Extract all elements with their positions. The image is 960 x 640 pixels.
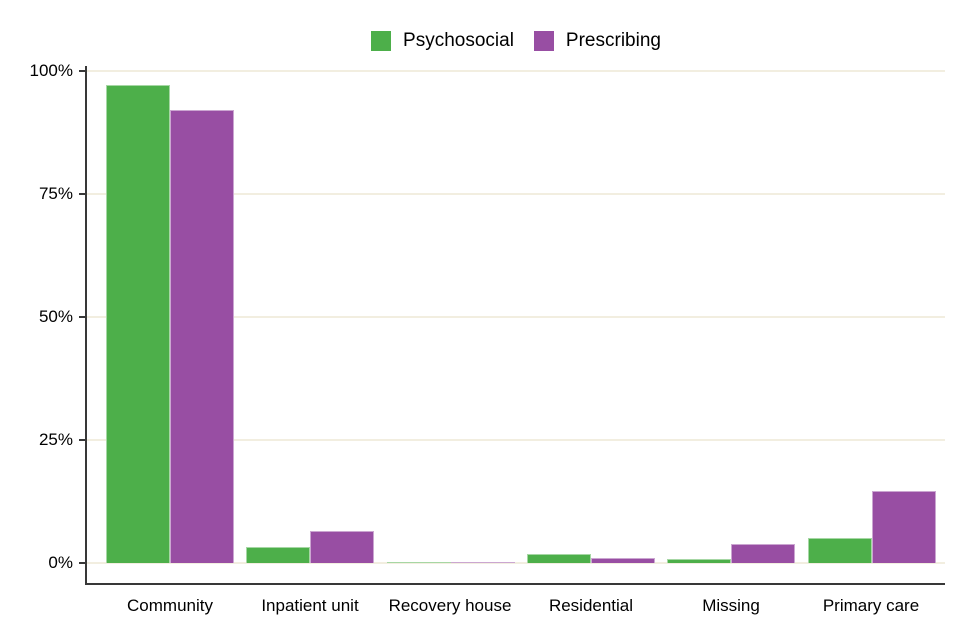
- bar-prescribing-2: [451, 562, 515, 563]
- x-axis-label: Residential: [548, 596, 634, 615]
- legend-item-prescribing: Prescribing: [533, 30, 661, 51]
- legend-item-psychosocial: Psychosocial: [371, 31, 514, 51]
- y-axis-tick: [79, 193, 85, 195]
- bar-prescribing-4: [731, 544, 795, 563]
- gridline: [87, 316, 945, 318]
- y-axis-tick-label: 100%: [29, 61, 73, 80]
- bar-psychosocial-1: [246, 547, 310, 563]
- x-axis-line: [85, 583, 945, 585]
- gridline: [87, 562, 945, 564]
- y-axis-tick-label: 75%: [38, 184, 73, 203]
- y-axis-tick: [79, 562, 85, 564]
- gridline: [87, 70, 945, 72]
- y-axis-tick: [79, 439, 85, 441]
- y-axis-tick-label: 25%: [38, 430, 73, 449]
- y-axis-line: [85, 66, 87, 585]
- gridline: [87, 193, 945, 195]
- bar-psychosocial-5: [808, 538, 872, 563]
- x-axis-label: Missing: [702, 596, 760, 615]
- y-axis-tick: [79, 316, 85, 318]
- bar-psychosocial-0: [106, 85, 170, 563]
- bar-prescribing-0: [170, 110, 234, 563]
- y-axis-tick-label: 0%: [48, 553, 73, 572]
- bar-prescribing-5: [872, 491, 936, 563]
- x-axis-label: Inpatient unit: [261, 596, 359, 615]
- x-axis-label: Community: [127, 596, 213, 615]
- bar-prescribing-1: [310, 531, 374, 563]
- legend-swatch-psychosocial-icon: [371, 31, 392, 51]
- bar-psychosocial-2: [387, 562, 451, 563]
- legend-swatch-prescribing-icon: [533, 31, 554, 51]
- y-axis-tick: [79, 70, 85, 72]
- bar-psychosocial-4: [667, 559, 731, 563]
- bar-prescribing-3: [591, 558, 655, 563]
- bar-psychosocial-3: [527, 554, 591, 563]
- gridline: [87, 439, 945, 441]
- x-axis-label: Recovery house: [388, 596, 512, 615]
- legend-label-prescribing: Prescribing: [565, 30, 661, 51]
- legend: Psychosocial Prescribing: [87, 27, 945, 55]
- y-axis-tick-label: 50%: [38, 307, 73, 326]
- x-axis-label: Primary care: [822, 596, 920, 615]
- legend-label-psychosocial: Psychosocial: [403, 30, 514, 51]
